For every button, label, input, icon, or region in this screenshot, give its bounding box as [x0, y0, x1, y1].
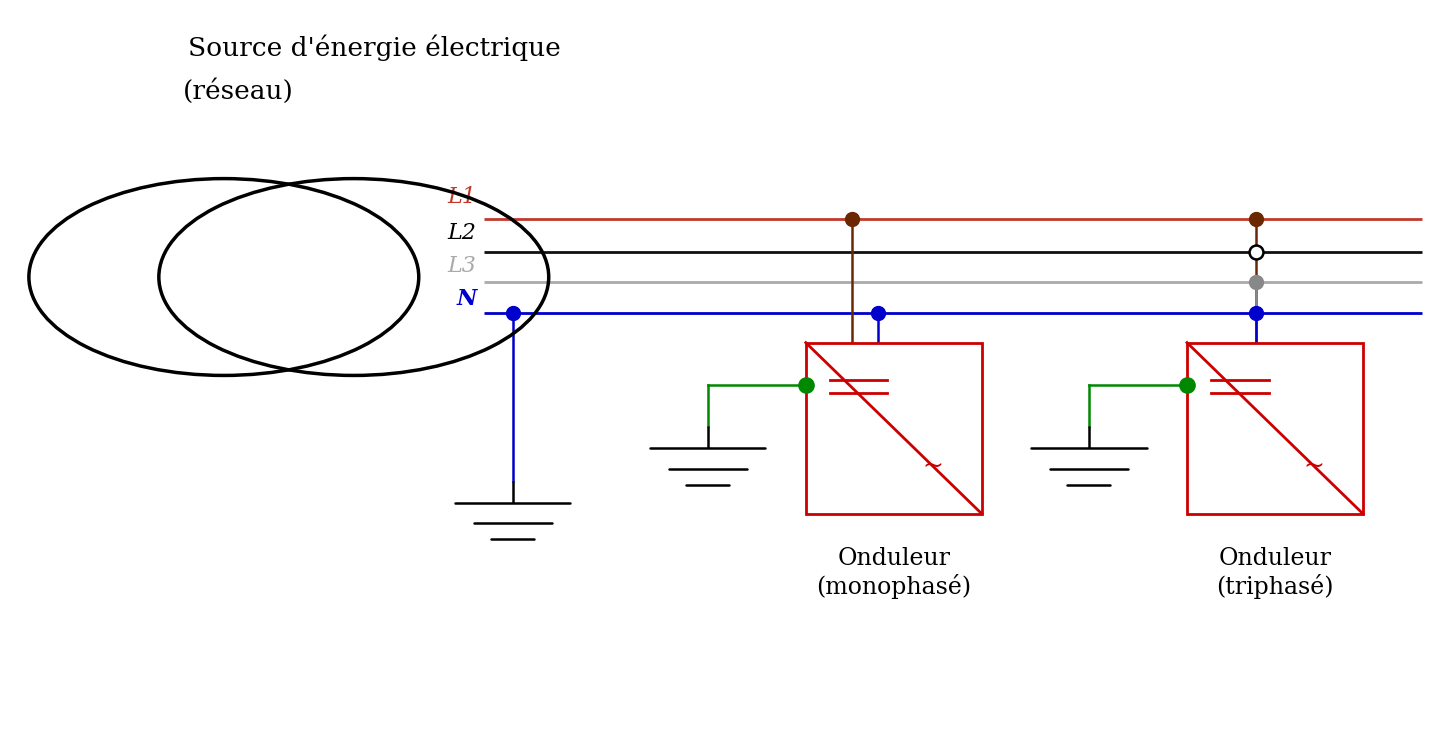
Text: N: N — [456, 288, 477, 310]
Text: L1: L1 — [448, 186, 477, 208]
Text: ~: ~ — [923, 454, 943, 477]
Text: Onduleur
(triphasé): Onduleur (triphasé) — [1216, 547, 1334, 599]
Text: L3: L3 — [448, 255, 477, 277]
Text: (réseau): (réseau) — [183, 78, 293, 104]
Text: L2: L2 — [448, 222, 477, 244]
Text: Source d'énergie électrique: Source d'énergie électrique — [188, 34, 560, 61]
Text: Onduleur
(monophasé): Onduleur (monophasé) — [816, 547, 972, 599]
Text: ~: ~ — [1304, 454, 1324, 477]
Bar — [806, 343, 982, 514]
Bar — [1187, 343, 1363, 514]
